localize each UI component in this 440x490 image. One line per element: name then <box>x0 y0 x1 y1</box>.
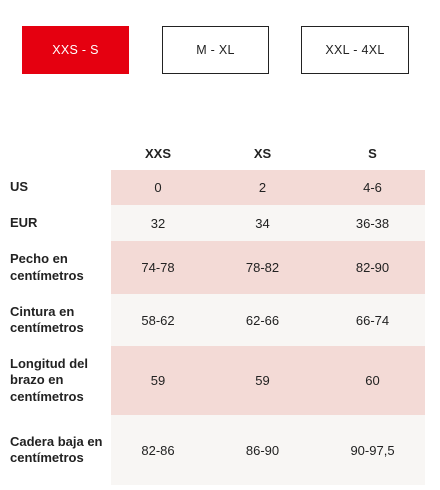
cell-value: 62-66 <box>205 294 320 346</box>
cell-value: 82-86 <box>111 415 205 485</box>
row-label: Longitud del brazo en centímetros <box>0 346 111 415</box>
cell-value: 34 <box>205 205 320 241</box>
cell-value: 78-82 <box>205 241 320 294</box>
header-size-xs: XS <box>253 145 272 161</box>
cell-value: 74-78 <box>111 241 205 294</box>
cell-value: 0 <box>111 170 205 205</box>
header-size-xxs: XXS <box>144 145 171 161</box>
row-label: Pecho en centímetros <box>0 241 111 294</box>
table-row-chest: Pecho en centímetros 74-78 78-82 82-90 <box>0 241 425 294</box>
row-label: EUR <box>0 205 111 241</box>
table-row-arm-length: Longitud del brazo en centímetros 59 59 … <box>0 346 425 415</box>
size-range-tabs: XXS - S M - XL XXL - 4XL <box>0 0 440 90</box>
cell-value: 36-38 <box>320 205 425 241</box>
cell-value: 90-97,5 <box>320 415 425 485</box>
cell-value: 60 <box>320 346 425 415</box>
cell-value: 66-74 <box>320 294 425 346</box>
cell-value: 2 <box>205 170 320 205</box>
row-label: US <box>0 170 111 205</box>
table-row-eur: EUR 32 34 36-38 <box>0 205 425 241</box>
header-empty-cell <box>0 136 111 170</box>
table-row-low-hip: Cadera baja en centímetros 82-86 86-90 9… <box>0 415 425 485</box>
cell-value: 59 <box>205 346 320 415</box>
tab-xxs-s[interactable]: XXS - S <box>22 26 129 74</box>
cell-value: 82-90 <box>320 241 425 294</box>
row-label: Cadera baja en centímetros <box>0 415 111 485</box>
cell-value: 4-6 <box>320 170 425 205</box>
tab-m-xl[interactable]: M - XL <box>162 26 269 74</box>
table-header-row: XXS XS S <box>0 136 425 170</box>
table-row-us: US 0 2 4-6 <box>0 170 425 205</box>
tab-xxl-4xl[interactable]: XXL - 4XL <box>301 26 409 74</box>
size-chart-table: XXS XS S US 0 2 4-6 EUR 32 34 36-38 Pech… <box>0 136 425 485</box>
row-label: Cintura en centímetros <box>0 294 111 346</box>
table-row-waist: Cintura en centímetros 58-62 62-66 66-74 <box>0 294 425 346</box>
cell-value: 32 <box>111 205 205 241</box>
cell-value: 58-62 <box>111 294 205 346</box>
cell-value: 86-90 <box>205 415 320 485</box>
header-size-s: S <box>368 145 377 161</box>
cell-value: 59 <box>111 346 205 415</box>
